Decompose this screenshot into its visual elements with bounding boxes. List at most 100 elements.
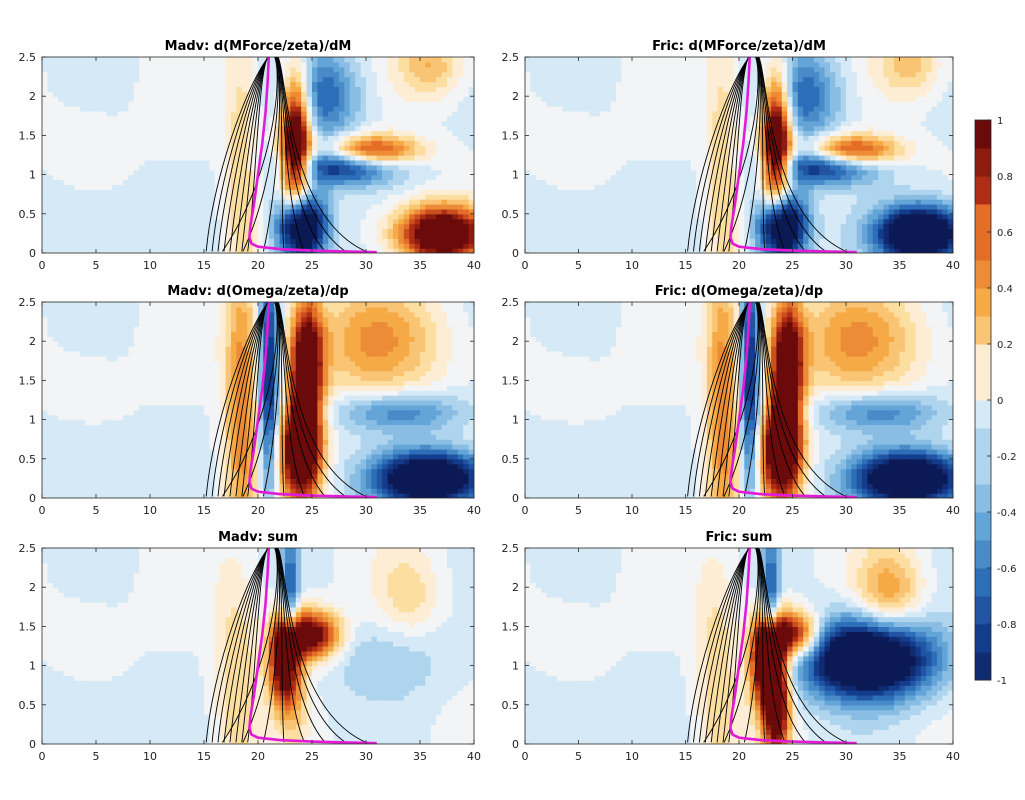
x-tick-label: 20 [732,259,746,272]
colorbar-tick-label: -1 [997,676,1007,687]
panel-3: Madv: d(Omega/zeta)/dp 0 5 10 15 20 25 30 35 40 0 0… [19,284,482,517]
y-tick-label: 1 [29,660,36,673]
y-tick-label: 1.5 [502,374,520,387]
colorbar-segment [975,428,991,457]
colorbar-tick-label: -0.4 [997,508,1017,519]
y-tick-label: 1.5 [19,620,37,633]
colorbar-segment [975,456,991,485]
x-tick-label: 30 [839,504,853,517]
panel-5: Madv: sum 0 5 10 15 20 25 30 35 40 0 0.5 1 1.5 2 2.5 [19,530,482,763]
colorbar-tick-label: 0.8 [997,172,1013,183]
colorbar-segment [975,232,991,261]
y-tick-label: 0.5 [502,208,520,221]
magenta-curve [248,548,377,744]
x-tick-label: 20 [251,750,265,763]
x-tick-label: 5 [93,259,100,272]
y-tick-label: 2 [512,335,519,348]
colorbar-tick-label: -0.6 [997,564,1017,575]
y-tick-label: 1 [512,169,519,182]
colorbar-segment [975,568,991,597]
x-tick-label: 5 [93,750,100,763]
magenta-curve [248,302,377,498]
x-tick-label: 0 [522,259,529,272]
colorbar-tick-label: 0.2 [997,340,1013,351]
x-tick-label: 25 [305,504,319,517]
colorbar-segment [975,316,991,345]
panel-4: Fric: d(Omega/zeta)/dp 0 5 10 15 20 25 30 35 40 0 0… [502,284,961,517]
x-tick-label: 15 [197,750,211,763]
x-tick-label: 40 [467,750,481,763]
x-tick-label: 25 [305,259,319,272]
y-tick-label: 2 [512,90,519,103]
colorbar-tick-label: 1 [997,116,1003,127]
x-tick-label: 15 [679,259,693,272]
x-tick-label: 10 [625,750,639,763]
x-tick-label: 25 [305,750,319,763]
x-tick-label: 30 [359,504,373,517]
x-tick-label: 0 [522,750,529,763]
colorbar-segment [975,372,991,401]
x-tick-label: 0 [522,504,529,517]
colorbar-segment [975,148,991,177]
colorbar-segment [975,624,991,653]
x-tick-label: 30 [839,750,853,763]
x-tick-label: 10 [143,504,157,517]
y-tick-label: 2.5 [19,296,37,309]
y-tick-label: 2.5 [502,51,520,64]
y-tick-label: 1.5 [502,620,520,633]
x-tick-label: 10 [143,750,157,763]
x-tick-label: 5 [575,750,582,763]
colorbar-segment [975,484,991,513]
colorbar-segment [975,512,991,541]
x-tick-label: 20 [251,259,265,272]
x-tick-label: 15 [197,504,211,517]
panel-title: Madv: d(MForce/zeta)/dM [165,39,352,54]
colorbar-tick-label: -0.8 [997,620,1017,631]
colorbar-segment [975,596,991,625]
colorbar-segment [975,400,991,429]
y-tick-label: 0 [29,738,36,751]
x-tick-label: 10 [143,259,157,272]
y-tick-label: 1.5 [502,129,520,142]
y-tick-label: 2.5 [502,542,520,555]
magenta-curve [729,57,857,253]
x-tick-label: 35 [893,750,907,763]
y-tick-label: 0.5 [502,453,520,466]
contour-overlay [687,548,857,744]
x-tick-label: 35 [893,504,907,517]
x-tick-label: 0 [39,750,46,763]
colorbar-segment [975,204,991,233]
y-tick-label: 0 [29,492,36,505]
colorbar-tick-label: 0.6 [997,228,1013,239]
x-tick-label: 20 [732,504,746,517]
x-tick-label: 40 [946,750,960,763]
panel-title: Fric: sum [706,530,773,545]
y-tick-label: 0.5 [19,699,37,712]
panel-1: Madv: d(MForce/zeta)/dM0 5 10 15 20 25 30 35 400… [19,39,482,272]
colorbar-segment [975,540,991,569]
x-tick-label: 25 [786,750,800,763]
x-tick-label: 40 [946,504,960,517]
y-tick-label: 0 [512,247,519,260]
x-tick-label: 30 [359,750,373,763]
x-tick-label: 35 [413,504,427,517]
y-tick-label: 1.5 [19,129,37,142]
x-tick-label: 35 [413,259,427,272]
magenta-curve [729,548,857,744]
x-tick-label: 40 [946,259,960,272]
colorbar-segment [975,260,991,289]
colorbar-tick-label: -0.2 [997,452,1017,463]
colorbar-segment [975,120,991,149]
x-tick-label: 10 [625,504,639,517]
x-tick-label: 30 [839,259,853,272]
y-tick-label: 1 [29,414,36,427]
colorbar-segment [975,344,991,373]
y-tick-label: 1 [512,660,519,673]
panel-2: Fric: d(MForce/zeta)/dM0 5 10 15 20 25 30 35 400… [502,39,961,272]
y-tick-label: 1 [512,414,519,427]
panel-title: Madv: d(Omega/zeta)/dp [167,284,348,299]
x-tick-label: 35 [413,750,427,763]
magenta-curve [248,57,377,253]
y-tick-label: 0.5 [502,699,520,712]
